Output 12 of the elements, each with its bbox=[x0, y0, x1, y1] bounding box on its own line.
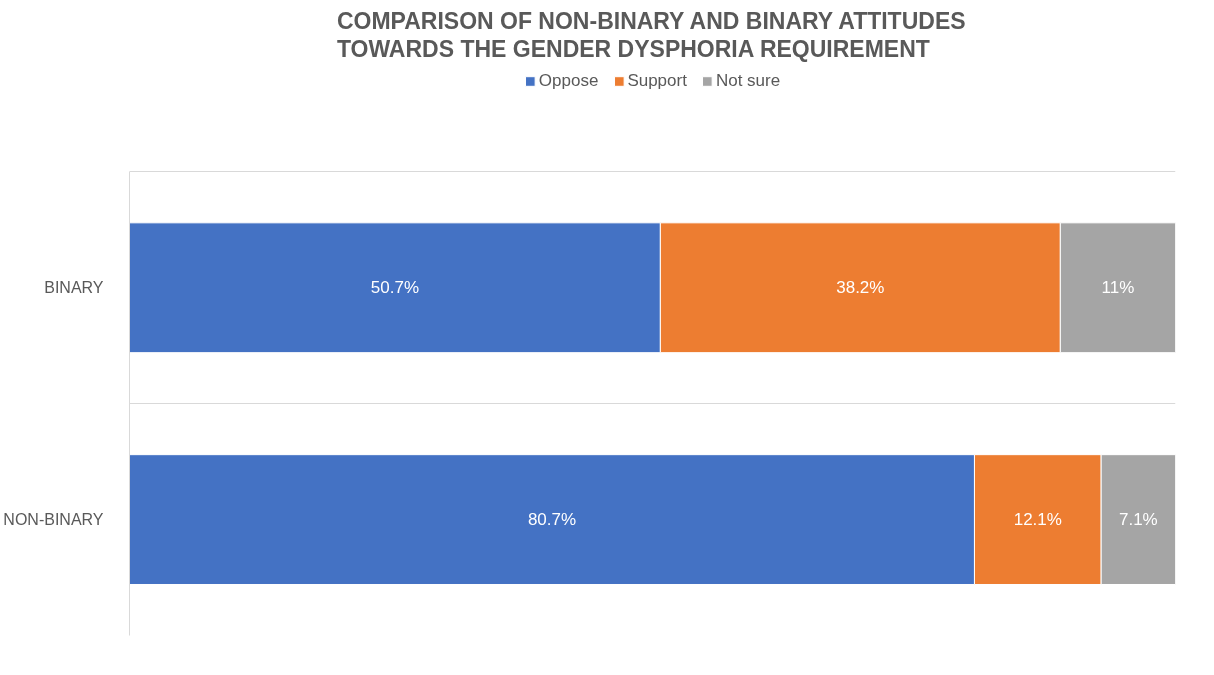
data-label: 80.7% bbox=[527, 510, 577, 530]
legend-label: Oppose bbox=[538, 71, 599, 91]
legend-label: Support bbox=[627, 71, 687, 91]
data-label: 7.1% bbox=[1118, 510, 1158, 530]
data-label: 12.1% bbox=[1013, 510, 1062, 530]
y-tick-label: NON-BINARY bbox=[3, 511, 104, 529]
data-label: 11% bbox=[1101, 278, 1135, 298]
data-label: 38.2% bbox=[836, 278, 885, 298]
chart-title: COMPARISON OF NON-BINARY AND BINARY ATTITUDES TOWARDS THE GENDER DYSPHORIA REQUIREMENT bbox=[336, 7, 966, 63]
y-tick-label: BINARY bbox=[44, 279, 104, 297]
data-label: 50.7% bbox=[370, 278, 420, 298]
legend-label: Not sure bbox=[715, 71, 781, 91]
